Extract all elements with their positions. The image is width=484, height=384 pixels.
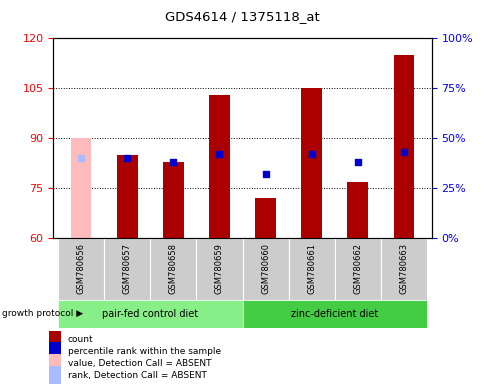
Bar [48,343,60,361]
Bar [48,331,60,349]
Text: GSM780659: GSM780659 [214,243,224,294]
Bar [242,238,288,300]
Point [399,149,407,155]
Text: GSM780660: GSM780660 [260,243,270,294]
Bar [288,238,334,300]
Bar [196,238,242,300]
Point [77,155,85,161]
Text: GDS4614 / 1375118_at: GDS4614 / 1375118_at [165,10,319,23]
Bar [209,95,229,238]
Text: value, Detection Call = ABSENT: value, Detection Call = ABSENT [68,359,211,368]
Point [353,159,361,165]
Text: GSM780662: GSM780662 [353,243,362,294]
Bar [334,238,380,300]
Bar [150,238,196,300]
Text: GSM780663: GSM780663 [399,243,408,295]
Text: percentile rank within the sample: percentile rank within the sample [68,347,221,356]
Bar [380,238,426,300]
Bar [48,354,60,373]
Bar [242,300,426,328]
Point [261,171,269,177]
Point [215,151,223,157]
Bar [117,155,137,238]
Bar [255,198,275,238]
Bar [163,162,183,238]
Bar [347,182,367,238]
Text: GSM780657: GSM780657 [122,243,131,294]
Bar [58,300,242,328]
Text: growth protocol ▶: growth protocol ▶ [2,310,83,318]
Point [307,151,315,157]
Bar [58,238,104,300]
Text: GSM780661: GSM780661 [306,243,316,294]
Text: pair-fed control diet: pair-fed control diet [102,309,198,319]
Text: count: count [68,335,93,344]
Text: GSM780656: GSM780656 [76,243,85,294]
Point [169,159,177,165]
Text: rank, Detection Call = ABSENT: rank, Detection Call = ABSENT [68,371,206,380]
Bar [71,138,91,238]
Text: GSM780658: GSM780658 [168,243,178,294]
Bar [301,88,321,238]
Bar [393,55,413,238]
Bar [48,366,60,384]
Point [123,155,131,161]
Bar [104,238,150,300]
Text: zinc-deficient diet: zinc-deficient diet [290,309,378,319]
